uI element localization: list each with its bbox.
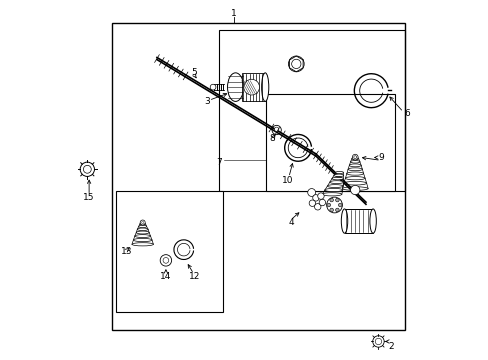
Circle shape [83, 165, 91, 173]
Text: 4: 4 [287, 219, 293, 228]
Text: 8: 8 [268, 134, 274, 143]
Bar [265, 94, 394, 191]
Circle shape [335, 198, 339, 202]
Text: 6: 6 [404, 109, 409, 118]
Circle shape [326, 197, 342, 213]
Circle shape [291, 59, 300, 68]
Text: 5: 5 [191, 68, 197, 77]
Circle shape [326, 203, 330, 207]
Ellipse shape [347, 168, 362, 171]
Ellipse shape [335, 171, 343, 174]
Circle shape [352, 154, 357, 160]
Circle shape [142, 221, 143, 224]
Text: 3: 3 [203, 97, 209, 106]
Text: 7: 7 [216, 158, 222, 167]
Text: 10: 10 [281, 176, 292, 185]
Ellipse shape [137, 228, 148, 230]
Circle shape [314, 203, 320, 210]
Ellipse shape [326, 185, 343, 188]
Circle shape [308, 200, 315, 206]
Text: 9: 9 [377, 153, 383, 162]
Ellipse shape [348, 164, 361, 167]
Circle shape [140, 220, 145, 225]
Circle shape [163, 257, 168, 263]
Circle shape [271, 125, 281, 135]
Circle shape [307, 189, 315, 197]
Ellipse shape [140, 223, 145, 225]
Bar [242, 73, 264, 102]
Ellipse shape [227, 73, 243, 102]
Ellipse shape [324, 188, 342, 192]
Text: 12: 12 [188, 272, 200, 281]
Ellipse shape [132, 243, 153, 246]
Ellipse shape [369, 209, 376, 233]
Ellipse shape [350, 161, 359, 163]
Text: 1: 1 [230, 9, 236, 18]
Ellipse shape [331, 177, 343, 180]
Circle shape [274, 127, 278, 131]
Ellipse shape [136, 231, 149, 234]
Ellipse shape [135, 235, 150, 238]
Bar [116, 191, 223, 312]
Text: 2: 2 [387, 342, 393, 351]
Bar [344, 209, 372, 233]
Circle shape [329, 208, 333, 212]
Ellipse shape [322, 193, 341, 196]
Circle shape [338, 203, 341, 207]
Circle shape [80, 162, 94, 176]
Circle shape [319, 199, 325, 206]
Circle shape [372, 336, 384, 347]
Bar [219, 30, 405, 191]
Text: 15: 15 [83, 193, 95, 202]
Text: 14: 14 [160, 272, 171, 281]
Circle shape [374, 338, 381, 345]
Circle shape [244, 79, 259, 95]
Circle shape [288, 56, 304, 72]
Ellipse shape [139, 225, 146, 228]
Ellipse shape [346, 172, 363, 175]
Ellipse shape [341, 209, 347, 233]
Ellipse shape [351, 157, 358, 160]
Ellipse shape [261, 73, 268, 102]
Ellipse shape [329, 181, 343, 184]
Circle shape [312, 195, 319, 201]
Ellipse shape [133, 238, 152, 242]
Ellipse shape [343, 181, 366, 185]
Circle shape [317, 193, 324, 199]
Bar [112, 23, 405, 330]
Circle shape [210, 84, 216, 90]
Text: 13: 13 [121, 247, 132, 256]
Ellipse shape [345, 177, 365, 180]
Circle shape [353, 156, 356, 158]
Circle shape [160, 255, 171, 266]
Circle shape [335, 208, 339, 212]
Ellipse shape [342, 187, 367, 190]
Ellipse shape [333, 174, 343, 177]
Circle shape [350, 185, 359, 195]
Circle shape [329, 198, 333, 202]
